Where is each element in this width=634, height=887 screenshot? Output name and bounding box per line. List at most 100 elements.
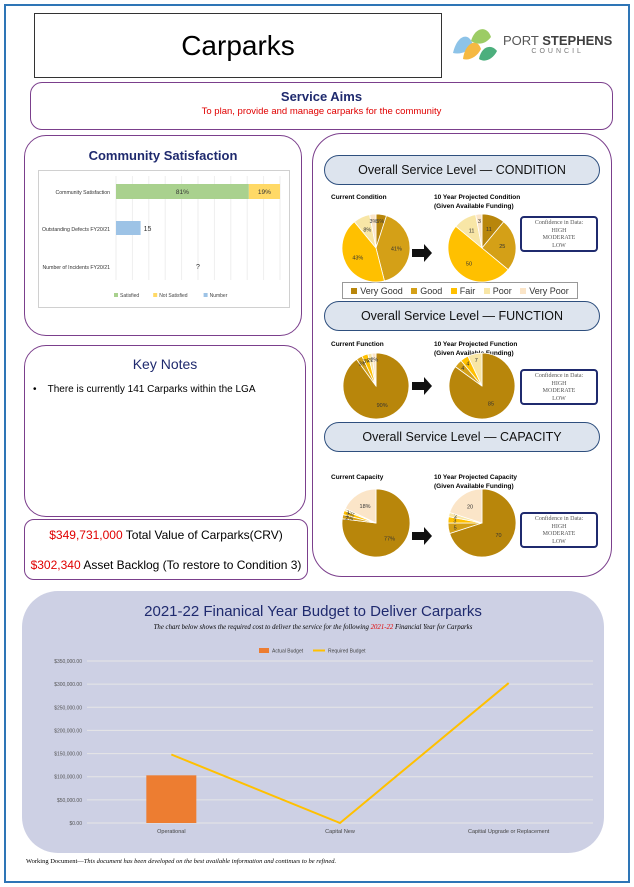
- capacity-title: Overall Service Level — CAPACITY: [324, 422, 600, 452]
- not-satisfied-bar-label: 19%: [258, 189, 271, 196]
- pie-slice: [371, 352, 377, 387]
- y-tick-label: $0.00: [69, 821, 82, 827]
- pie-label: 3%: [369, 219, 377, 225]
- projected-function-line1: 10 Year Projected Function: [434, 341, 518, 348]
- projected-condition-line1: 10 Year Projected Condition: [434, 194, 521, 201]
- legend-label: Number: [210, 293, 228, 299]
- current-capacity-pie: 77%2%2%1%18%: [341, 488, 411, 558]
- pie-label: 77%: [384, 536, 395, 542]
- council-logo: PORT STEPHENS COUNCIL: [451, 20, 621, 70]
- pie-label: 5: [454, 525, 457, 531]
- confidence-low: LOW: [552, 395, 566, 402]
- projected-condition-label: 10 Year Projected Condition (Given Availa…: [434, 193, 520, 212]
- backlog-line: $302,340 Asset Backlog (To restore to Co…: [25, 558, 307, 572]
- y-tick-label: $300,000.00: [54, 682, 82, 688]
- pie-slice: [344, 488, 377, 524]
- confidence-title: Confidence in Data:: [534, 516, 584, 522]
- pie-label: 3: [453, 518, 456, 524]
- pie-label: 90%: [377, 403, 388, 409]
- service-level-panel: [312, 133, 612, 577]
- condition-title: Overall Service Level — CONDITION: [324, 155, 600, 185]
- legend-swatch: [203, 293, 208, 297]
- legend-label: Good: [420, 285, 443, 296]
- confidence-high: HIGH: [551, 380, 567, 387]
- y-tick-label: $200,000.00: [54, 728, 82, 734]
- confidence-moderate: MODERATE: [542, 531, 576, 537]
- key-note-item: • There is currently 141 Carparks within…: [33, 384, 256, 395]
- projected-capacity-pie: 70 532 20: [447, 488, 517, 558]
- confidence-function: Confidence in Data: HIGH MODERATE LOW: [520, 369, 598, 405]
- y-tick-label: $250,000.00: [54, 705, 82, 711]
- legend-swatch: [114, 293, 118, 297]
- footer-note: Working Document—This document has been …: [26, 858, 336, 865]
- pie-slice: [369, 213, 377, 249]
- key-notes-title: Key Notes: [132, 356, 198, 372]
- budget-subtitle-a: The chart below shows the required cost …: [153, 624, 371, 631]
- confidence-capacity: Confidence in Data: HIGH MODERATE LOW: [520, 512, 598, 548]
- service-aims-text: To plan, provide and manage carparks for…: [201, 106, 442, 117]
- pie-slice: [481, 221, 517, 271]
- legend-label: Fair: [459, 285, 476, 296]
- current-condition-label: Current Condition: [331, 194, 387, 201]
- x-tick-label: Capital New: [325, 829, 355, 835]
- page-title: Carparks: [34, 13, 442, 78]
- backlog-amount: $302,340: [30, 558, 81, 572]
- y-tick-label: $350,000.00: [54, 659, 82, 665]
- pie-label: 43%: [352, 255, 363, 261]
- legend-actual-swatch: [259, 648, 269, 653]
- crv-line: $349,731,000 Total Value of Carparks(CRV…: [25, 528, 307, 542]
- confidence-low: LOW: [552, 538, 566, 545]
- logo-council: COUNCIL: [531, 48, 584, 56]
- x-tick-label: Operational: [157, 829, 185, 835]
- legend-required-label: Required Budget: [328, 649, 366, 655]
- legend-poor: Poor: [483, 285, 512, 296]
- row-label: Outstanding Defects FY20/21: [42, 227, 110, 233]
- pie-label: 25: [499, 244, 505, 250]
- function-title: Overall Service Level — FUNCTION: [324, 301, 600, 331]
- council-logo-icon: [453, 29, 497, 61]
- legend-swatch: [450, 287, 457, 294]
- service-aims-panel: Service Aims To plan, provide and manage…: [30, 82, 613, 130]
- y-tick-label: $150,000.00: [54, 752, 82, 758]
- projected-capacity-line1: 10 Year Projected Capacity: [434, 474, 517, 481]
- confidence-title: Confidence in Data:: [534, 220, 584, 226]
- required-budget-line: [170, 682, 510, 825]
- pie-label: 7: [475, 358, 478, 364]
- confidence-title: Confidence in Data:: [534, 373, 584, 379]
- pie-label: 70: [495, 533, 501, 539]
- pie-slice: [449, 488, 517, 558]
- legend-fair: Fair: [450, 285, 476, 296]
- legend-label: Poor: [492, 285, 512, 296]
- crv-amount: $349,731,000: [49, 528, 123, 542]
- pie-slice: [467, 352, 483, 387]
- incidents-label: ?: [196, 264, 200, 271]
- row-label: Number of Incidents FY20/21: [43, 265, 111, 271]
- pie-slice: [375, 215, 411, 282]
- pie-slice: [449, 488, 483, 524]
- pie-label: 2: [454, 514, 457, 520]
- not-satisfied-bar: [248, 184, 280, 199]
- projected-capacity-line2: (Given Available Funding): [434, 483, 514, 491]
- pie-label: 2%: [370, 358, 378, 364]
- pie-label: 2%: [367, 358, 375, 364]
- page-frame: [4, 4, 630, 883]
- value-panel: $349,731,000 Total Value of Carparks(CRV…: [24, 519, 308, 580]
- pie-label: 1%: [347, 510, 355, 516]
- legend-actual-label: Actual Budget: [272, 649, 304, 655]
- pie-slice: [341, 221, 385, 283]
- current-function-pie: 90%3%3%2%2%: [342, 352, 410, 420]
- pie-label: 11: [469, 228, 475, 234]
- legend-label: Satisfied: [120, 293, 139, 299]
- budget-title: 2021-22 Finanical Year Budget to Deliver…: [144, 603, 482, 620]
- backlog-label: Asset Backlog (To restore to Condition 3…: [83, 558, 302, 572]
- legend-swatch: [520, 287, 527, 294]
- key-note-text: There is currently 141 Carparks within t…: [47, 384, 256, 395]
- budget-chart: $0.00 $50,000.00 $100,000.00 $150,000.00 $20…: [54, 648, 593, 835]
- logo-port: PORT: [503, 33, 543, 48]
- legend-very-poor: Very Poor: [520, 286, 569, 296]
- pie-label: 3: [478, 219, 481, 225]
- projected-condition-line2: (Given Available Funding): [434, 203, 514, 211]
- legend-swatch: [483, 287, 490, 294]
- budget-subtitle-year: 2021-22: [370, 624, 394, 631]
